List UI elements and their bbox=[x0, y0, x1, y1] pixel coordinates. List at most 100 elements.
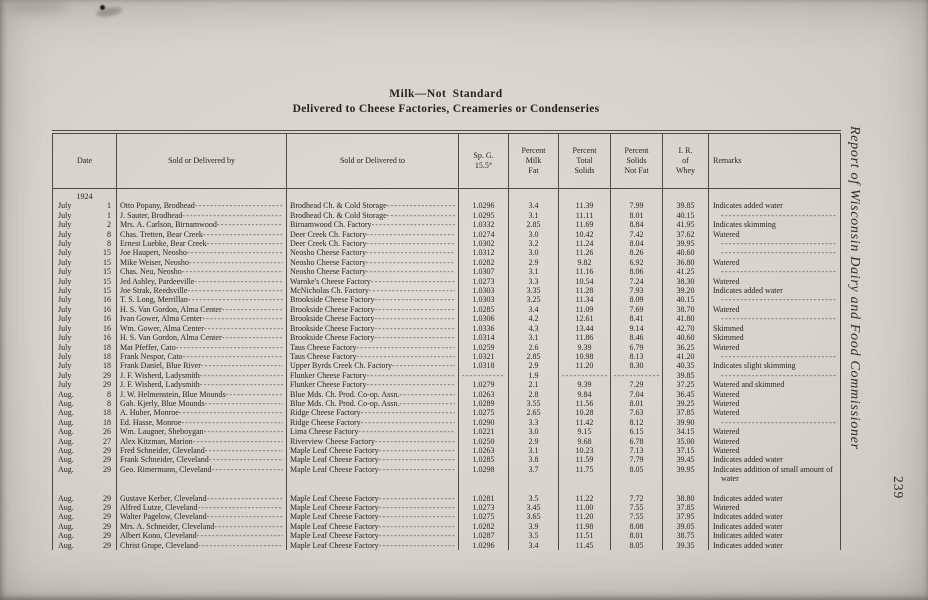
dash-leader bbox=[379, 455, 455, 464]
dash-leader bbox=[374, 333, 455, 342]
cell-whey: 39.85 bbox=[662, 370, 709, 381]
dash-leader bbox=[212, 465, 283, 474]
cell-remarks bbox=[708, 370, 841, 381]
cell-to: McNicholas Ch. Factory bbox=[286, 286, 459, 296]
cell-spg: 1.0295 bbox=[458, 210, 509, 221]
cell-date: July 18 bbox=[52, 361, 117, 371]
cell-remarks bbox=[708, 351, 841, 362]
cell-date: July 15 bbox=[52, 276, 117, 287]
dash-leader bbox=[721, 418, 837, 427]
dash-leader bbox=[379, 512, 455, 521]
cell-date: July 16 bbox=[52, 314, 117, 324]
cell-date: July 16 bbox=[52, 304, 117, 315]
cell-by: Joe Haupert, Neosho bbox=[116, 248, 287, 258]
cell-snf: 8.26 bbox=[610, 248, 663, 258]
cell-solids: 10.28 bbox=[558, 408, 611, 418]
cell-snf: 7.63 bbox=[610, 408, 663, 418]
cell-snf bbox=[610, 188, 663, 202]
cell-fat: 3.0 bbox=[508, 229, 559, 240]
dash-leader bbox=[203, 230, 283, 239]
cell-whey: 39.95 bbox=[662, 464, 709, 484]
cell-snf: 6.78 bbox=[610, 436, 663, 446]
cell-fat: 3.3 bbox=[508, 417, 559, 428]
dash-leader bbox=[721, 267, 837, 276]
cell-to: Flunker Cheese Factory bbox=[286, 370, 459, 381]
cell-remarks bbox=[708, 267, 841, 277]
col-header-milk-fat: Percent Milk Fat bbox=[508, 132, 559, 189]
cell-remarks: Watered bbox=[708, 427, 841, 437]
cell-remarks: Indicates added water bbox=[708, 493, 841, 503]
cell-date: Aug. 8 bbox=[52, 389, 117, 399]
dash-leader bbox=[181, 418, 283, 427]
cell-solids bbox=[558, 188, 611, 202]
cell-solids: 11.56 bbox=[558, 398, 611, 409]
cell-remarks bbox=[708, 239, 841, 249]
cell-whey: 38.30 bbox=[662, 276, 709, 287]
cell-to: Taus Cheese Factory bbox=[286, 351, 459, 362]
cell-snf: 7.04 bbox=[610, 389, 663, 399]
dash-leader bbox=[375, 437, 455, 446]
cell-fat: 3.8 bbox=[508, 455, 559, 465]
dash-leader bbox=[366, 380, 455, 389]
cell-whey: 39.35 bbox=[662, 540, 709, 551]
dash-leader bbox=[379, 494, 455, 503]
cell-fat: 3.1 bbox=[508, 333, 559, 343]
cell-by: Otto Popany, Brodhead bbox=[116, 201, 287, 211]
dash-leader bbox=[721, 352, 837, 361]
cell-fat: 3.65 bbox=[508, 512, 559, 522]
cell-date: Aug. 29 bbox=[52, 503, 117, 513]
cell-spg: 1.0318 bbox=[458, 361, 509, 371]
cell-spg: 1.0312 bbox=[458, 248, 509, 258]
cell-date: Aug. 29 bbox=[52, 531, 117, 541]
cell-whey: 41.25 bbox=[662, 267, 709, 277]
dash-leader bbox=[195, 201, 283, 210]
cell-by: Gustave Kerber, Cleveland bbox=[116, 493, 287, 503]
dash-leader bbox=[204, 427, 283, 436]
cell-snf: 8.04 bbox=[610, 239, 663, 249]
dash-leader bbox=[179, 408, 283, 417]
cell-solids: 10.98 bbox=[558, 351, 611, 362]
cell-whey: 38.80 bbox=[662, 493, 709, 503]
cell-solids: 9.39 bbox=[558, 380, 611, 390]
dash-leader bbox=[462, 371, 505, 380]
cell-fat: 3.25 bbox=[508, 295, 559, 305]
cell-to: Lima Cheese Factory bbox=[286, 427, 459, 437]
cell-spg: 1.0221 bbox=[458, 427, 509, 437]
cell-remarks: Watered bbox=[708, 445, 841, 456]
cell-snf: 8.01 bbox=[610, 531, 663, 541]
cell-spg: 1.0289 bbox=[458, 398, 509, 409]
cell-spg: 1.0302 bbox=[458, 239, 509, 249]
cell-to: Maple Leaf Cheese Factory bbox=[286, 540, 459, 551]
cell-snf bbox=[610, 483, 663, 494]
cell-fat bbox=[508, 188, 559, 202]
table-row: Aug.8J. W. Helmenstein, Blue MoundsBlue … bbox=[52, 389, 841, 399]
dash-leader bbox=[207, 239, 283, 248]
dash-leader bbox=[201, 361, 283, 370]
dash-leader bbox=[209, 455, 283, 464]
scan-artifact bbox=[8, 0, 68, 14]
cell-spg: 1.0332 bbox=[458, 220, 509, 230]
cell-whey: 34.15 bbox=[662, 427, 709, 437]
cell-whey: 37.95 bbox=[662, 512, 709, 522]
cell-fat: 3.1 bbox=[508, 445, 559, 456]
cell-solids: 11.24 bbox=[558, 239, 611, 249]
cell-fat: 3.0 bbox=[508, 427, 559, 437]
cell-by: Chas. Neu, Neosho bbox=[116, 267, 287, 277]
cell-fat: 4.3 bbox=[508, 323, 559, 334]
cell-spg: 1.0263 bbox=[458, 445, 509, 456]
dash-leader bbox=[562, 371, 607, 380]
cell-date: Aug. 18 bbox=[52, 408, 117, 418]
cell-snf: 8.13 bbox=[610, 351, 663, 362]
cell-fat: 3.4 bbox=[508, 540, 559, 551]
dash-leader bbox=[387, 211, 455, 220]
dash-leader bbox=[366, 248, 455, 257]
